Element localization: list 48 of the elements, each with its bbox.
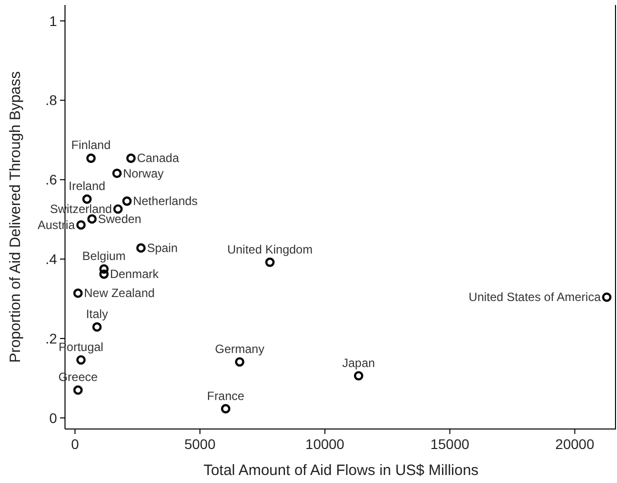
- annotation: Canada: [136, 151, 180, 166]
- y-tick-label: 0: [49, 410, 58, 426]
- annotation: United States of America: [468, 290, 602, 304]
- x-tick-label: 10000: [305, 436, 345, 452]
- annotation: Denmark: [110, 267, 160, 282]
- y-tick-label: .6: [45, 172, 58, 188]
- point: [87, 214, 97, 224]
- annotation: Spain: [146, 240, 178, 255]
- x-tick-label: 0: [71, 436, 80, 452]
- point: [265, 258, 275, 267]
- annotation: Germany: [214, 342, 264, 356]
- point: [136, 243, 146, 253]
- point: [76, 220, 86, 230]
- annotation: France: [206, 388, 245, 403]
- point: [73, 288, 83, 298]
- point: [602, 292, 612, 302]
- annotation: New Zealand: [84, 286, 155, 300]
- y-tick-label: .2: [45, 330, 58, 346]
- y-axis-title: Proportion of Aid Delivered Through Bypass: [7, 71, 24, 363]
- x-tick-label: 15000: [430, 436, 470, 452]
- y-tick-label: .8: [45, 92, 58, 108]
- y-tick-label: 1: [49, 12, 58, 29]
- point: [99, 264, 109, 274]
- point: [122, 196, 132, 206]
- annotation: Netherlands: [132, 194, 198, 208]
- annotation: Japan: [342, 356, 375, 370]
- annotation: Finland: [71, 138, 111, 152]
- point: [99, 269, 109, 279]
- x-axis-title: Total Amount of Aid Flows in US$ Millions: [203, 462, 479, 479]
- x-tick-label: 5000: [184, 436, 216, 452]
- point: [92, 322, 102, 332]
- point: [126, 154, 136, 163]
- point: [82, 194, 92, 204]
- point: [113, 204, 123, 214]
- point: [354, 371, 364, 380]
- y-tick-label: .4: [45, 250, 58, 267]
- point: [76, 355, 86, 365]
- annotation: Belgium: [82, 249, 126, 264]
- point: [220, 404, 230, 414]
- x-tick-label: 20000: [555, 436, 594, 452]
- annotation: United Kingdom: [227, 242, 313, 256]
- point: [86, 154, 96, 163]
- annotation: Italy: [86, 306, 108, 321]
- point: [234, 357, 244, 367]
- point: [112, 168, 122, 178]
- annotation: Norway: [122, 166, 164, 180]
- point: [73, 385, 83, 395]
- annotation: Ireland: [68, 179, 106, 194]
